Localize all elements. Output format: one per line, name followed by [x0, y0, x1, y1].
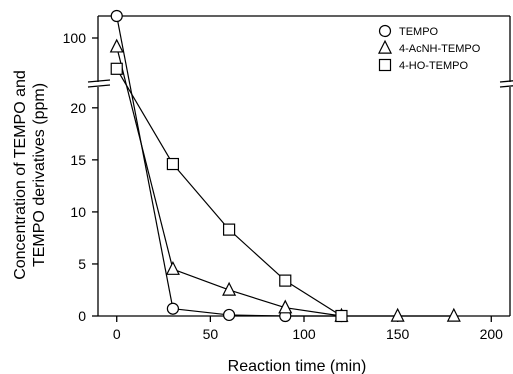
series-line-segment	[172, 268, 230, 291]
legend-marker	[378, 58, 392, 72]
x-axis-title: Reaction time (min)	[228, 358, 367, 374]
break-mark-upper	[87, 79, 111, 83]
series-line-segment	[172, 308, 230, 316]
y-tick-label: 5	[78, 256, 86, 272]
y-tick-label: 10	[70, 204, 86, 220]
y-tick-label: 100	[63, 30, 87, 46]
legend-label: TEMPO	[399, 26, 439, 38]
data-point	[278, 299, 293, 314]
data-point	[222, 281, 237, 296]
data-point	[166, 157, 180, 171]
data-point	[335, 309, 348, 323]
x-tick-label: 0	[113, 326, 121, 342]
y-axis-title-line-1: Concentration of TEMPO and	[12, 70, 29, 280]
y-tick-label: 0	[78, 308, 86, 324]
series-line-segment	[228, 289, 286, 309]
data-point	[110, 9, 123, 23]
data-point	[165, 260, 180, 275]
legend-item: 4-HO-TEMPO	[378, 58, 469, 72]
data-point	[110, 62, 123, 75]
series-line-segment	[116, 15, 174, 309]
break-mark-upper	[499, 80, 513, 83]
series-line-segment	[228, 229, 286, 282]
legend-label: 4-HO-TEMPO	[399, 60, 469, 72]
data-point	[166, 302, 180, 315]
x-tick-label: 50	[203, 326, 219, 342]
legend-item: TEMPO	[378, 24, 439, 38]
data-point	[446, 307, 461, 322]
data-layer	[109, 9, 461, 323]
data-point	[222, 308, 236, 322]
break-mark-lower	[87, 84, 111, 88]
axis-labels: Reaction time (min) Concentration of TEM…	[12, 70, 366, 374]
y-tick-label: 15	[70, 152, 86, 168]
x-tick-label: 150	[386, 326, 410, 342]
break-mark-lower	[499, 85, 513, 88]
legend-label: 4-AcNH-TEMPO	[399, 43, 481, 55]
legend-marker	[377, 39, 393, 54]
series-square	[110, 62, 348, 323]
data-point	[279, 274, 292, 287]
series-line-segment	[229, 314, 286, 317]
y-tick-label: 20	[70, 100, 86, 116]
y-axis-title-line-2: TEMPO derivatives (ppm)	[31, 83, 48, 267]
data-point	[109, 38, 124, 53]
plot-frame: 0 50 100 150 200 0 5 10 15 20 100	[63, 15, 513, 342]
data-point	[390, 307, 405, 322]
series-line-segment	[116, 68, 174, 165]
legend-item: 4-AcNH-TEMPO	[377, 39, 481, 55]
axis-break-right	[499, 80, 513, 88]
x-tick-label: 100	[292, 326, 316, 342]
x-tick-label: 200	[480, 326, 504, 342]
legend: TEMPO 4-AcNH-TEMPO 4-HO-TEMPO	[377, 24, 481, 72]
axis-break-left	[87, 79, 111, 88]
series-line-segment	[284, 280, 342, 317]
series-line-segment	[285, 307, 342, 317]
legend-marker	[378, 24, 392, 38]
series-line-segment	[172, 163, 230, 230]
series-circle	[110, 9, 348, 323]
data-point	[222, 223, 236, 236]
series-line-segment	[116, 46, 174, 270]
